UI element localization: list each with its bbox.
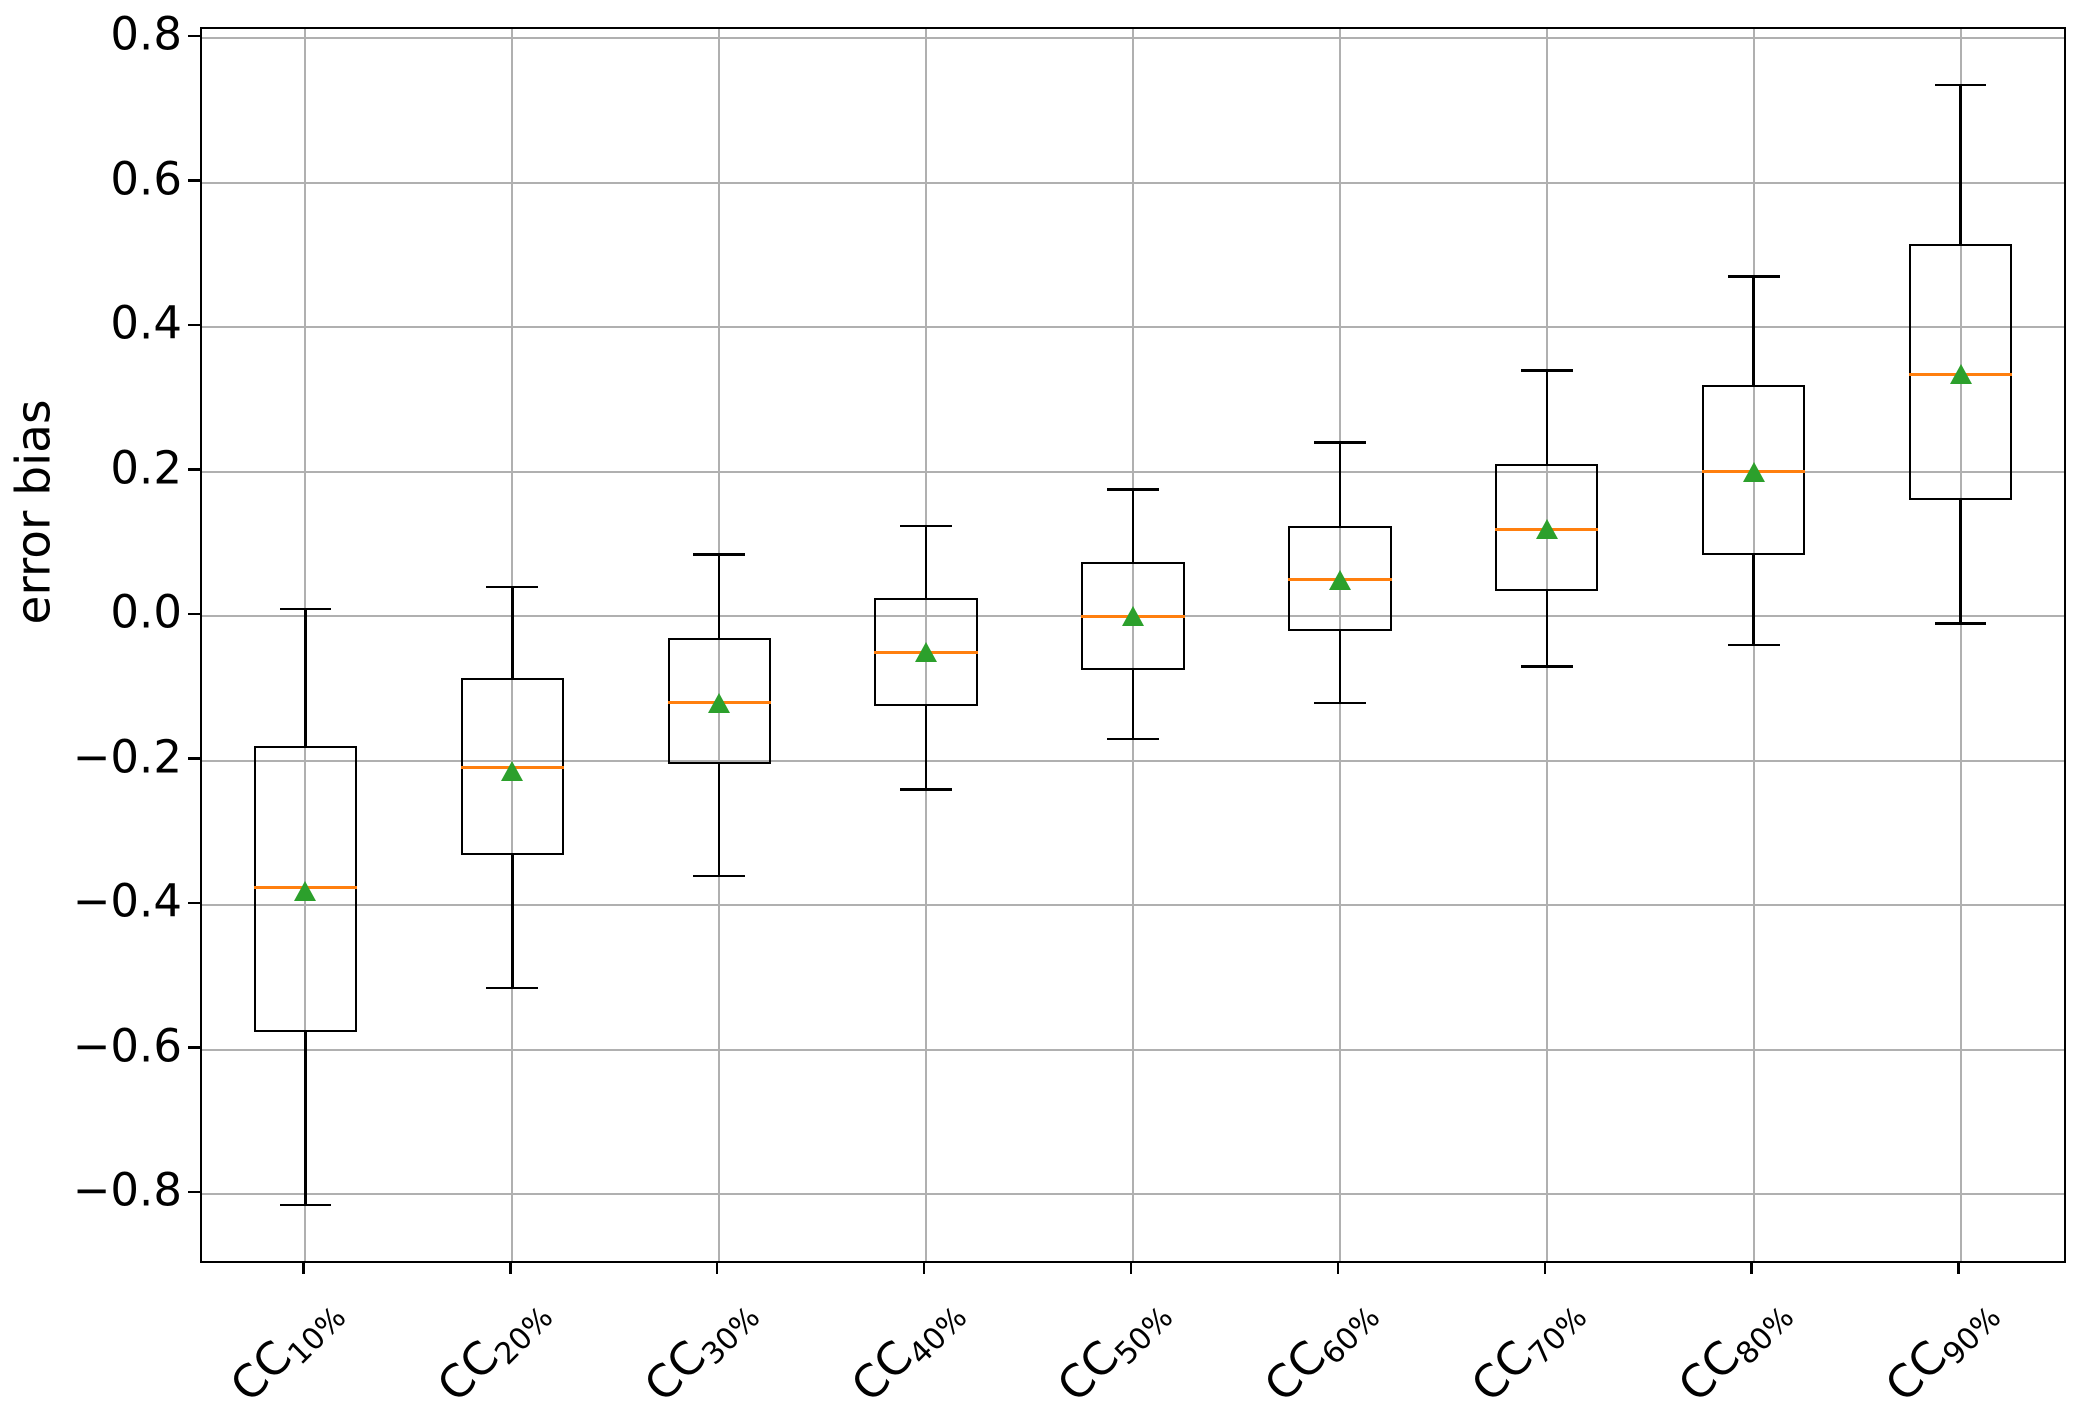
x-tick-label: CC40% xyxy=(841,1283,974,1416)
x-tick-label: CC10% xyxy=(220,1283,353,1416)
x-tick-label: CC30% xyxy=(634,1283,767,1416)
upper-whisker xyxy=(717,554,721,638)
y-tick xyxy=(188,34,200,38)
lower-whisker-cap xyxy=(279,1203,332,1207)
lower-whisker-cap xyxy=(1314,701,1366,705)
upper-whisker xyxy=(1752,276,1755,385)
lower-whisker-cap xyxy=(693,874,746,878)
x-tick xyxy=(922,1261,926,1274)
x-tick xyxy=(509,1261,512,1274)
box-rect xyxy=(1495,464,1599,591)
upper-whisker-cap xyxy=(1727,275,1780,278)
y-tick-label: 0.8 xyxy=(110,7,182,61)
plot-area xyxy=(200,27,2066,1263)
x-tick-label: CC20% xyxy=(427,1283,560,1416)
y-tick xyxy=(188,1190,200,1194)
mean-marker xyxy=(1742,461,1765,482)
x-tick xyxy=(1957,1261,1960,1274)
lower-whisker-cap xyxy=(1520,665,1573,668)
mean-marker xyxy=(915,642,938,663)
y-tick-label: 0.0 xyxy=(110,585,182,639)
box-rect xyxy=(253,746,358,1032)
lower-whisker xyxy=(717,764,721,877)
box-rect xyxy=(1701,384,1806,555)
box-rect xyxy=(1908,243,2013,501)
lower-whisker-cap xyxy=(900,788,952,791)
y-tick xyxy=(188,468,200,471)
v-gridline xyxy=(718,29,721,1261)
mean-marker xyxy=(708,692,731,713)
lower-whisker xyxy=(1545,590,1549,667)
lower-whisker xyxy=(304,1031,307,1205)
lower-whisker-cap xyxy=(1107,737,1159,741)
x-tick xyxy=(1129,1261,1133,1274)
y-tick xyxy=(188,901,200,905)
y-tick xyxy=(188,179,200,182)
v-gridline xyxy=(1959,29,1962,1261)
y-tick-label: 0.2 xyxy=(110,440,182,494)
y-tick-label: −0.2 xyxy=(72,729,182,783)
x-tick-label: CC60% xyxy=(1254,1283,1387,1416)
y-tick xyxy=(188,1046,200,1049)
upper-whisker xyxy=(1338,442,1342,526)
upper-whisker xyxy=(1959,85,1962,244)
upper-whisker-cap xyxy=(900,524,952,528)
mean-marker xyxy=(1122,606,1144,627)
upper-whisker xyxy=(511,587,514,678)
x-tick xyxy=(1750,1261,1753,1274)
mean-marker xyxy=(501,761,524,782)
upper-whisker xyxy=(924,525,928,599)
x-tick-label: CC70% xyxy=(1461,1283,1594,1416)
y-tick xyxy=(188,612,200,616)
y-tick-label: −0.4 xyxy=(72,874,182,928)
upper-whisker-cap xyxy=(1107,488,1159,491)
upper-whisker-cap xyxy=(1314,441,1366,444)
box-rect xyxy=(1288,525,1392,631)
y-tick-label: −0.8 xyxy=(72,1163,182,1217)
y-tick xyxy=(188,757,200,760)
y-tick-label: 0.6 xyxy=(110,151,182,205)
y-tick-label: −0.6 xyxy=(72,1019,182,1073)
lower-whisker xyxy=(1338,630,1342,703)
v-gridline xyxy=(1132,29,1134,1261)
lower-whisker xyxy=(1959,500,1962,624)
upper-whisker xyxy=(1131,489,1135,562)
upper-whisker-cap xyxy=(486,585,539,589)
lower-whisker-cap xyxy=(486,986,539,990)
lower-whisker xyxy=(1131,670,1135,739)
box-rect xyxy=(460,677,565,855)
mean-marker xyxy=(294,880,317,901)
upper-whisker-cap xyxy=(1520,369,1573,372)
lower-whisker xyxy=(511,854,514,989)
x-tick xyxy=(1543,1261,1547,1274)
mean-marker xyxy=(1949,364,1972,385)
x-tick-label: CC80% xyxy=(1668,1283,1801,1416)
x-tick-label: CC90% xyxy=(1875,1283,2008,1416)
x-tick-label: CC50% xyxy=(1047,1283,1180,1416)
x-tick xyxy=(715,1261,719,1274)
box-rect xyxy=(667,637,771,765)
lower-whisker xyxy=(1752,554,1755,645)
upper-whisker xyxy=(304,608,307,747)
upper-whisker-cap xyxy=(279,607,332,611)
y-tick-label: 0.4 xyxy=(110,296,182,350)
upper-whisker-cap xyxy=(1934,83,1987,87)
lower-whisker-cap xyxy=(1934,622,1987,625)
y-tick xyxy=(188,323,200,327)
upper-whisker-cap xyxy=(693,553,746,556)
x-tick xyxy=(1336,1261,1340,1274)
upper-whisker xyxy=(1545,370,1549,465)
mean-marker xyxy=(1328,569,1351,590)
mean-marker xyxy=(1535,519,1558,540)
x-tick xyxy=(302,1261,305,1274)
lower-whisker-cap xyxy=(1727,643,1780,647)
lower-whisker xyxy=(924,706,928,790)
